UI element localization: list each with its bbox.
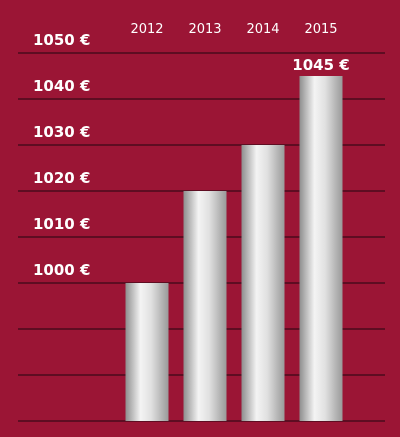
y-tick-label: 1000 €	[33, 261, 90, 279]
bar	[125, 283, 169, 421]
bar	[183, 191, 227, 421]
x-tick-label: 2014	[246, 22, 279, 37]
y-tick-label: 1030 €	[33, 123, 90, 141]
x-tick-label: 2013	[188, 22, 221, 37]
bar	[241, 145, 285, 421]
x-tick-label: 2012	[130, 22, 163, 37]
y-tick-label: 1010 €	[33, 215, 90, 233]
y-tick-label: 1020 €	[33, 169, 90, 187]
y-tick-label: 1040 €	[33, 77, 90, 95]
y-tick-label: 1050 €	[33, 31, 90, 49]
x-tick-label: 2015	[304, 22, 337, 37]
bar	[299, 76, 343, 421]
value-label: 1045 €	[292, 56, 349, 74]
